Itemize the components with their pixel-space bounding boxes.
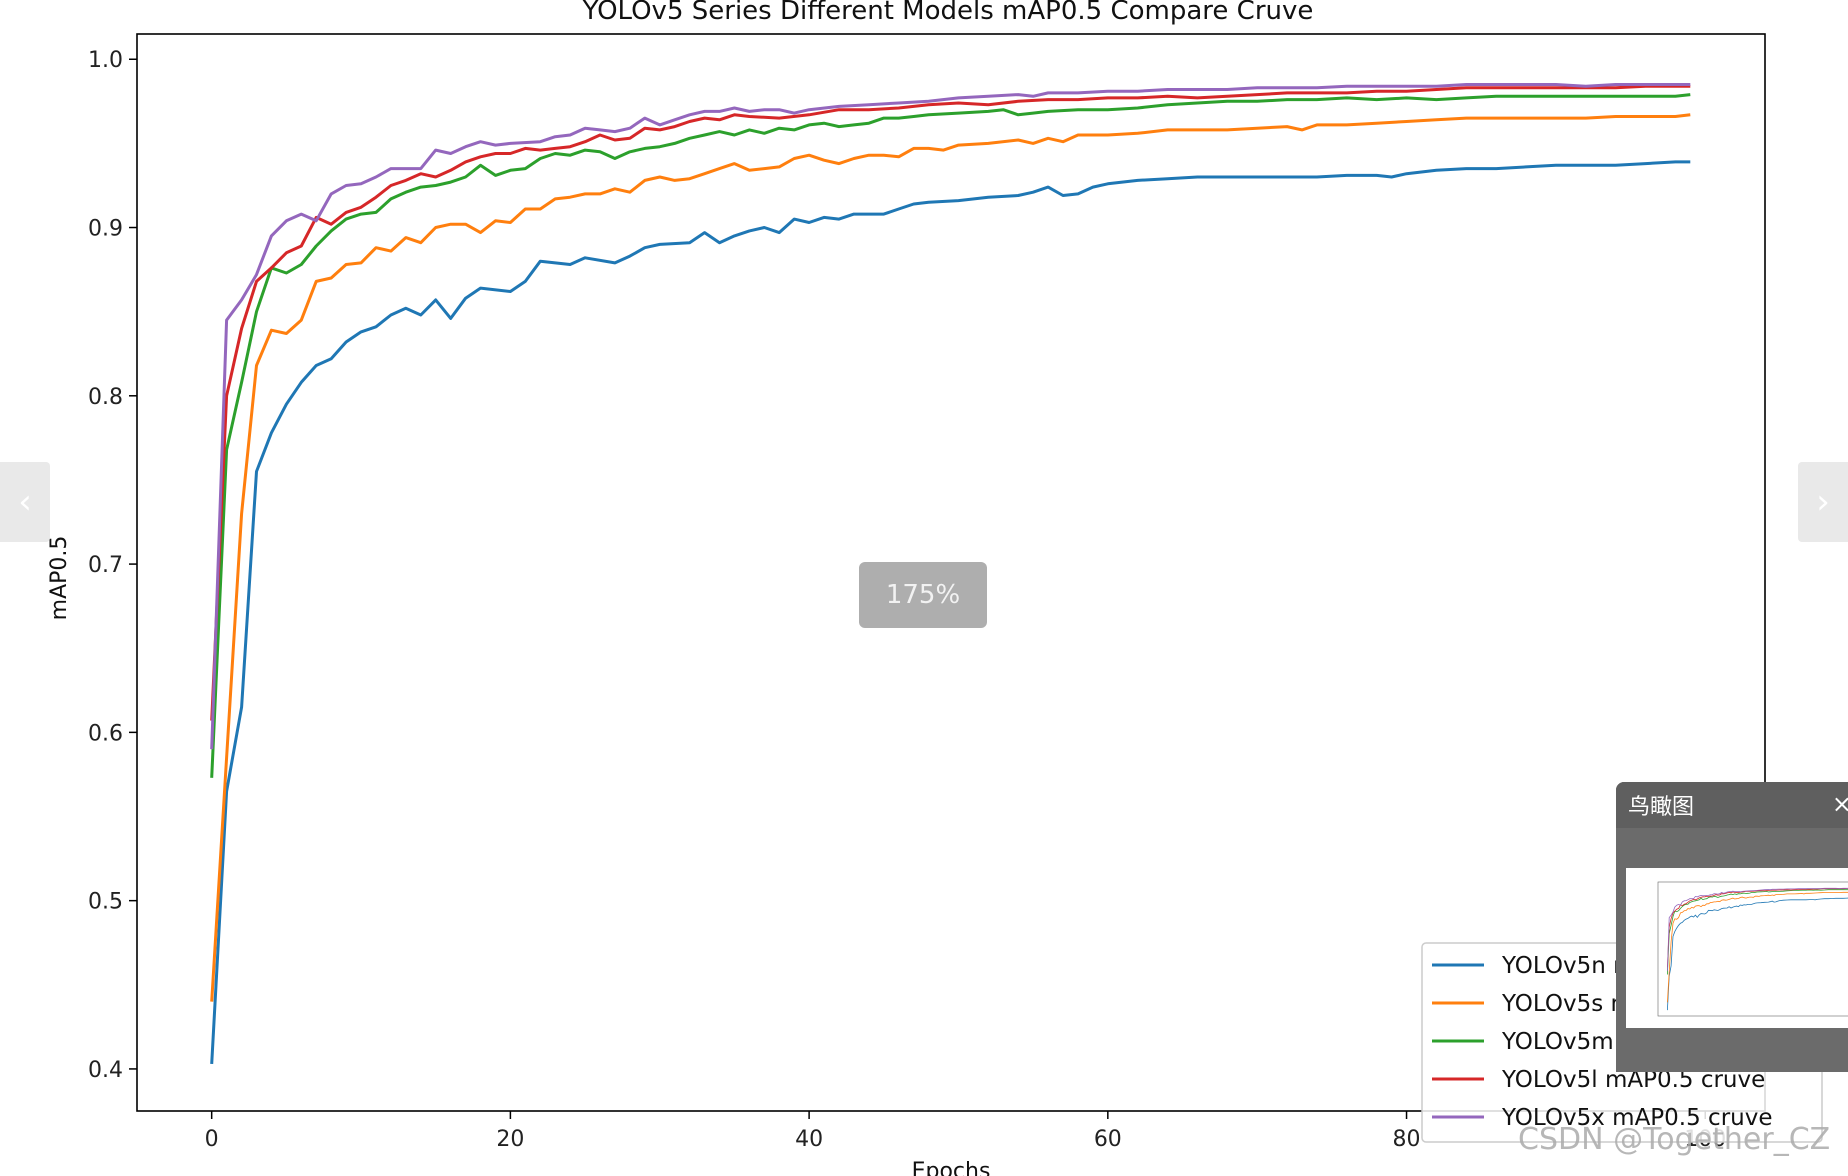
y-tick-label: 0.6 xyxy=(88,721,123,746)
y-tick-label: 0.9 xyxy=(88,217,123,242)
legend-entry: YOLOv5x mAP0.5 cruve xyxy=(1501,1105,1773,1131)
next-image-button[interactable]: › xyxy=(1798,462,1848,542)
thumb-frame xyxy=(1657,881,1848,1017)
close-icon[interactable]: × xyxy=(1831,790,1848,818)
y-tick-label: 0.5 xyxy=(88,890,123,915)
thumb-series-line-5 xyxy=(1667,887,1848,972)
x-tick-label: 20 xyxy=(496,1127,524,1152)
overview-panel: 鸟瞰图 × xyxy=(1616,782,1848,1072)
x-tick-label: 60 xyxy=(1094,1127,1122,1152)
x-axis-label: Epochs xyxy=(912,1159,991,1176)
x-tick-label: 80 xyxy=(1393,1127,1421,1152)
thumb-series-line-1 xyxy=(1667,897,1848,1011)
series-lines xyxy=(210,83,1691,1064)
y-axis-label: mAP0.5 xyxy=(47,536,72,621)
x-tick-label: 40 xyxy=(795,1127,823,1152)
thumb-series-line-2 xyxy=(1667,891,1848,1003)
previous-image-button[interactable]: ‹ xyxy=(0,462,50,542)
series-line-1 xyxy=(210,160,1691,1064)
chevron-left-icon: ‹ xyxy=(18,482,32,522)
series-line-4 xyxy=(210,84,1691,721)
y-tick-label: 0.4 xyxy=(88,1058,123,1083)
thumb-series-line-4 xyxy=(1667,888,1848,968)
y-tick-label: 0.7 xyxy=(88,553,123,578)
thumb-series-line-3 xyxy=(1667,889,1848,975)
overview-title: 鸟瞰图 xyxy=(1628,795,1695,820)
y-axis: 0.4 0.5 0.6 0.7 0.8 0.9 1.0 xyxy=(88,48,137,1083)
series-line-2 xyxy=(210,113,1691,1002)
series-line-3 xyxy=(210,93,1691,778)
series-line-5 xyxy=(210,83,1691,750)
x-tick-label: 0 xyxy=(205,1127,219,1152)
y-tick-label: 0.8 xyxy=(88,385,123,410)
overview-thumbnail[interactable] xyxy=(1626,868,1848,1028)
y-tick-label: 1.0 xyxy=(88,48,123,73)
overview-header: 鸟瞰图 × xyxy=(1616,782,1848,828)
plot-frame xyxy=(136,33,1766,1112)
chart-title: YOLOv5 Series Different Models mAP0.5 Co… xyxy=(582,0,1314,26)
chevron-right-icon: › xyxy=(1816,482,1830,522)
watermark: CSDN @Together_CZ xyxy=(1518,1122,1831,1157)
zoom-level-badge: 175% xyxy=(859,562,987,628)
